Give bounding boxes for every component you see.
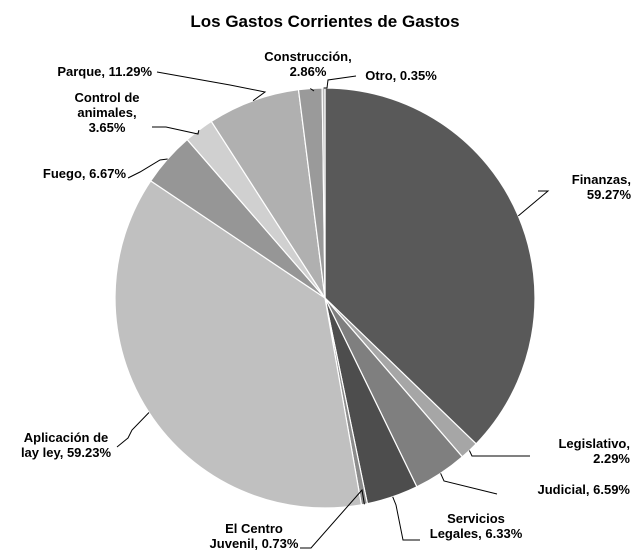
pie-slice-aplicacion-de-lay-ley: [114, 180, 363, 509]
leader-line-el-centro-juvenil: [300, 488, 365, 549]
data-label-otro: Otro, 0.35%: [365, 68, 437, 83]
data-label-parque: Parque, 11.29%: [57, 64, 152, 79]
leader-line-servicios-legales: [392, 496, 420, 541]
data-label-finanzas: Finanzas, 59.27%: [572, 172, 632, 202]
data-label-el-centro-juvenil: El Centro Juvenil, 0.73%: [210, 521, 299, 551]
leader-line-aplicacion-de-lay-ley: [116, 412, 150, 448]
chart-title: Los Gastos Corrientes de Gastos: [190, 12, 459, 31]
data-label-fuego: Fuego, 6.67%: [43, 166, 127, 181]
leader-line-control-de-animales: [152, 126, 200, 135]
leader-line-otro: [323, 75, 357, 89]
data-label-aplicacion-de-lay-ley: Aplicación de lay ley, 59.23%: [21, 430, 112, 460]
leader-line-fuego: [127, 158, 168, 179]
data-label-control-de-animales: Control de animales, 3.65%: [75, 90, 140, 135]
data-label-servicios-legales: Servicios Legales, 6.33%: [430, 511, 523, 541]
data-label-judicial: Judicial, 6.59%: [538, 482, 631, 497]
leader-line-legislativo: [468, 450, 530, 457]
leader-lines: [116, 71, 550, 549]
pie-slice-finanzas: [324, 87, 536, 445]
data-labels: Finanzas, 59.27% Legislativo, 2.29% Judicial…: [21, 49, 631, 551]
leader-line-judicial: [440, 473, 498, 495]
data-label-legislativo: Legislativo, 2.29%: [558, 436, 630, 466]
leader-line-construccion: [310, 88, 315, 92]
leader-line-parque: [156, 71, 267, 102]
data-label-construccion: Construcción, 2.86%: [264, 49, 351, 79]
pie-slices: [114, 87, 536, 509]
leader-line-finanzas: [517, 190, 550, 217]
